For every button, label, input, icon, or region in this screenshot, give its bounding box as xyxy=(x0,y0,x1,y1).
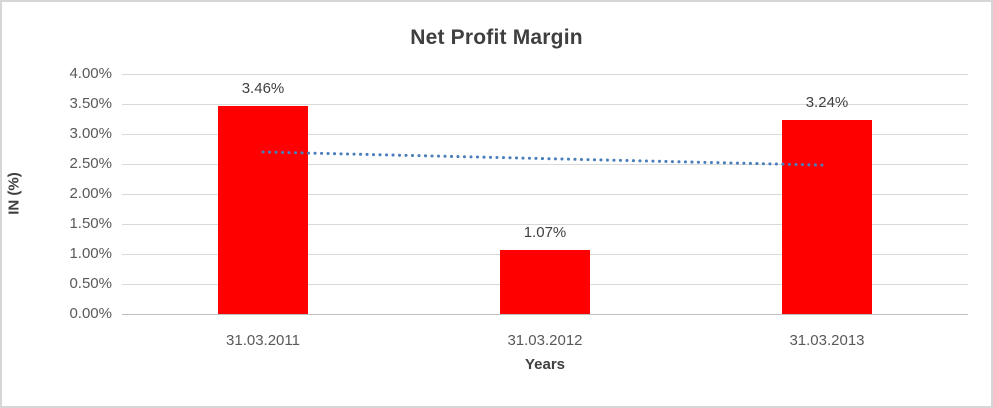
gridline xyxy=(122,74,968,75)
x-category-label: 31.03.2012 xyxy=(507,332,583,349)
bar-data-label: 3.24% xyxy=(805,94,849,111)
gridline xyxy=(122,194,968,195)
x-category-label: 31.03.2013 xyxy=(789,332,865,349)
x-category-label: 31.03.2011 xyxy=(226,332,300,349)
gridline xyxy=(122,104,968,105)
bar-data-label: 1.07% xyxy=(523,224,567,241)
y-axis-title: IN (%) xyxy=(5,172,23,215)
bar-data-label: 3.46% xyxy=(241,80,285,97)
x-axis-title: Years xyxy=(524,356,566,373)
y-tick-label: 0.50% xyxy=(69,275,112,292)
bar xyxy=(218,106,308,314)
gridline xyxy=(122,134,968,135)
y-tick-label: 1.50% xyxy=(69,215,112,232)
gridline xyxy=(122,314,968,315)
y-tick-label: 1.00% xyxy=(69,245,112,262)
y-tick-label: 2.00% xyxy=(69,185,112,202)
y-tick-label: 4.00% xyxy=(69,65,112,82)
y-tick-label: 3.50% xyxy=(69,95,112,112)
y-tick-label: 2.50% xyxy=(69,155,112,172)
y-tick-label: 0.00% xyxy=(69,305,112,322)
bar xyxy=(782,120,872,314)
chart-title: Net Profit Margin xyxy=(410,26,583,49)
y-tick-label: 3.00% xyxy=(69,125,112,142)
gridline xyxy=(122,224,968,225)
bar xyxy=(500,250,590,314)
